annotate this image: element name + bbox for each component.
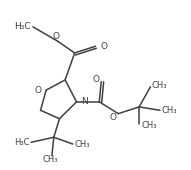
Text: CH₃: CH₃ bbox=[162, 106, 177, 115]
Text: O: O bbox=[100, 42, 107, 51]
Text: CH₃: CH₃ bbox=[75, 140, 90, 149]
Text: CH₃: CH₃ bbox=[141, 121, 156, 130]
Text: O: O bbox=[109, 113, 116, 122]
Text: H₃C: H₃C bbox=[14, 138, 29, 147]
Text: H₃C: H₃C bbox=[14, 22, 31, 31]
Text: CH₃: CH₃ bbox=[151, 81, 167, 89]
Text: CH₃: CH₃ bbox=[42, 155, 58, 164]
Text: O: O bbox=[34, 86, 41, 95]
Text: O: O bbox=[52, 32, 59, 41]
Text: O: O bbox=[92, 75, 99, 84]
Text: N: N bbox=[81, 97, 88, 106]
